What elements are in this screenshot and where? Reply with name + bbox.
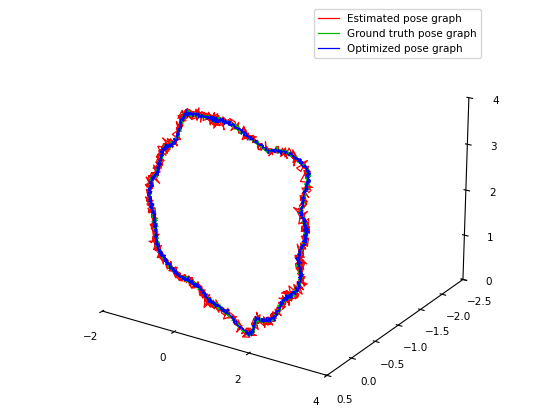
Legend: Estimated pose graph, Ground truth pose graph, Optimized pose graph: Estimated pose graph, Ground truth pose … <box>314 9 480 58</box>
